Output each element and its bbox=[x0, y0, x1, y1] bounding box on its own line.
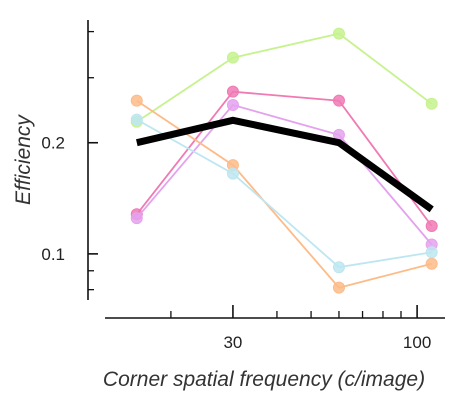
x-tick-label: 100 bbox=[403, 333, 431, 352]
data-point bbox=[332, 281, 345, 294]
data-point bbox=[130, 212, 143, 225]
y-tick-label: 0.2 bbox=[41, 134, 65, 153]
y-axis-label: Efficiency bbox=[12, 114, 35, 205]
data-point bbox=[226, 99, 239, 112]
series-line bbox=[136, 90, 433, 227]
series-5 bbox=[130, 113, 438, 274]
series-line bbox=[136, 118, 432, 269]
x-ticks: 30 100 bbox=[170, 305, 431, 352]
data-point bbox=[332, 261, 345, 274]
series-line bbox=[136, 103, 433, 246]
x-axis-label: Corner spatial frequency (c/image) bbox=[103, 368, 425, 391]
x-tick-label: 30 bbox=[223, 333, 242, 352]
y-ticks: 0.1 0.2 bbox=[41, 30, 98, 291]
data-point bbox=[226, 167, 239, 180]
data-point bbox=[332, 94, 345, 107]
plot-area bbox=[130, 27, 438, 294]
data-point bbox=[226, 51, 239, 64]
data-point bbox=[425, 219, 438, 232]
data-point bbox=[425, 97, 438, 110]
data-point bbox=[130, 94, 143, 107]
series-3 bbox=[130, 99, 438, 251]
series-2 bbox=[130, 85, 438, 232]
data-point bbox=[130, 113, 143, 126]
mean-line bbox=[136, 116, 434, 213]
x-axis: 30 100 bbox=[105, 305, 445, 352]
series-line bbox=[136, 32, 433, 123]
y-tick-label: 0.1 bbox=[41, 245, 65, 264]
data-point bbox=[425, 246, 438, 259]
data-point bbox=[226, 85, 239, 98]
data-point bbox=[425, 257, 438, 270]
series-4 bbox=[130, 94, 438, 294]
y-axis: 0.1 0.2 bbox=[41, 20, 98, 300]
data-point bbox=[332, 27, 345, 40]
series-1 bbox=[130, 27, 438, 128]
